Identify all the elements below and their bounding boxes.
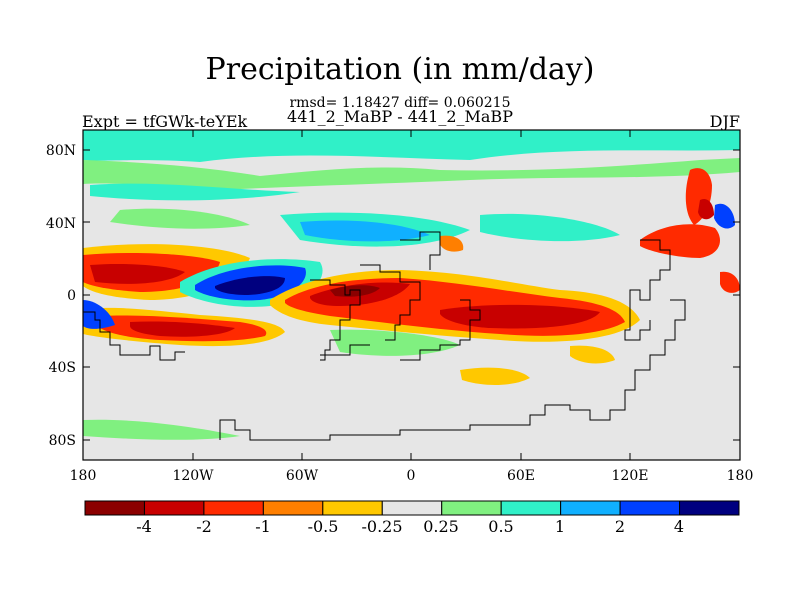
lon-tick-180e: 180 [727,468,754,484]
mid-east-orange [440,235,464,252]
arctic-positive-region [83,130,740,162]
coastline-small [320,344,370,356]
colorbar-swatch [203,500,264,516]
colorbar-swatch [500,500,562,516]
east-edge-red [720,271,740,293]
plot-title: Precipitation (in mm/day) [205,52,595,87]
map-field [83,130,740,460]
nw-pacific-dark [698,198,714,220]
plot-subtitle: 441_2_MaBP - 441_2_MaBP [287,107,513,126]
lat-tick-80n: 80N [46,143,76,159]
lat-tick-40n: 40N [46,216,76,232]
colorbar-swatch [143,500,205,516]
colorbar [84,500,740,516]
coastline-maritime [624,239,671,341]
north-pacific-patch [110,208,250,229]
experiment-label: Expt = tfGWk-teYEk [82,112,248,131]
lon-tick-0: 0 [407,468,416,484]
lon-tick-120e: 120E [612,468,649,484]
pacific-wet-navy [215,276,285,295]
coastline-australia-west [83,311,185,361]
colorbar-label: 0.25 [423,517,459,536]
colorbar-label: -1 [255,517,271,536]
colorbar-label: 0.5 [488,517,513,536]
nw-pacific-blue [714,203,735,229]
colorbar-swatch [84,500,145,516]
colorbar-label: -0.25 [361,517,402,536]
atlantic-dry-core [330,285,380,297]
coastline-africa-west [360,264,421,341]
colorbar-swatch [381,500,443,516]
colorbar-label: -2 [196,517,212,536]
south-atlantic-green [330,329,460,356]
stats-line: rmsd= 1.18427 diff= 0.060215 [289,95,511,111]
colorbar-label: 4 [674,517,684,536]
colorbar-label: 1 [555,517,565,536]
north-pacific-band [90,183,300,201]
coastline-mediterranean [400,231,441,270]
colorbar-label: -0.5 [308,517,339,536]
colorbar-swatch [679,500,740,516]
lon-tick-60e: 60E [507,468,535,484]
sw-pacific-blue [83,300,115,329]
axis-ticks [82,130,741,460]
south-indian-yellow-2 [570,345,615,364]
season-label: DJF [709,112,740,131]
pacific-dry-dark [90,263,185,284]
colorbar-swatch [262,500,324,516]
lon-tick-180w: 180 [70,468,97,484]
colorbar-labels: -4 -2 -1 -0.5 -0.25 0.25 0.5 1 2 4 [136,517,684,536]
coastline-antarctica [219,299,686,441]
lat-tick-eq: 0 [67,288,76,304]
south-indian-yellow [460,367,530,385]
lat-tick-80s: 80S [49,433,76,449]
colorbar-swatch [322,500,383,516]
asia-teal [480,213,620,242]
coastline-africa-east [400,299,481,361]
lon-tick-120w: 120W [172,468,214,484]
colorbar-label: 2 [615,517,625,536]
spcz-dark [130,321,235,337]
colorbar-swatch [441,500,502,516]
southern-ocean-green [83,419,240,440]
lon-tick-60w: 60W [286,468,319,484]
northern-positive-band [83,158,740,190]
coastline-south-america [310,279,361,361]
coastlines [83,231,686,441]
colorbar-swatch [560,500,621,516]
colorbar-label: -4 [136,517,152,536]
north-atlantic-blue [300,220,430,242]
colorbar-swatch [619,500,681,516]
lat-tick-40s: 40S [49,360,76,376]
